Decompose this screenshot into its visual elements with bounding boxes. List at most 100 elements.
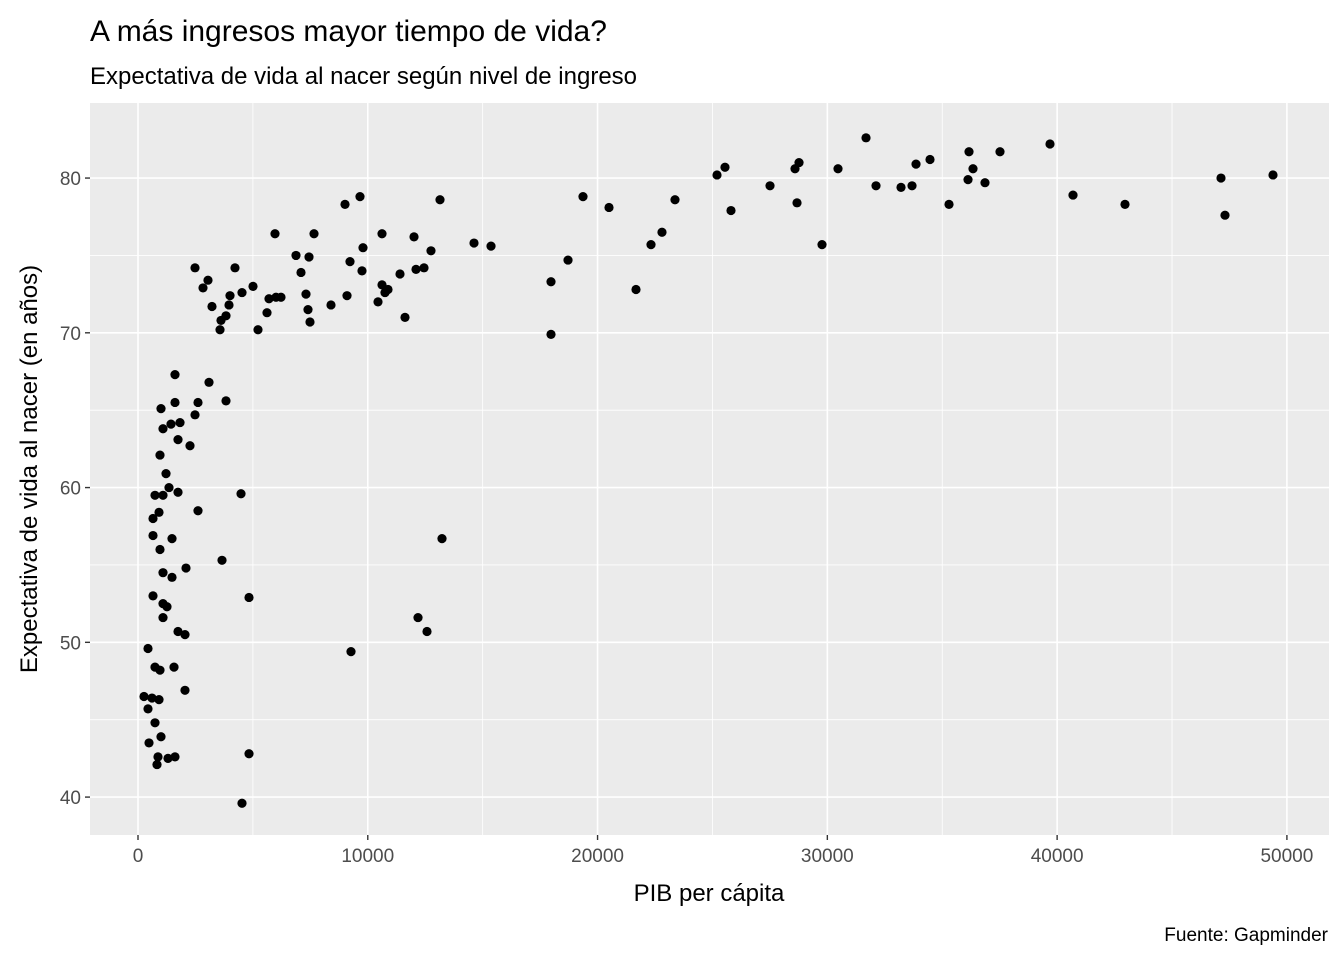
x-tick-label: 30000: [801, 846, 854, 867]
data-point: [925, 154, 935, 165]
data-point: [236, 489, 246, 499]
data-point: [158, 568, 168, 578]
y-tick-label: 40: [60, 788, 81, 809]
data-point: [144, 738, 154, 748]
data-point: [435, 195, 445, 205]
data-point: [907, 181, 917, 191]
data-point: [193, 397, 203, 408]
data-point: [143, 643, 153, 654]
data-point: [469, 238, 479, 248]
data-point: [158, 490, 168, 500]
data-point: [244, 592, 254, 603]
data-point: [296, 267, 306, 278]
data-point: [147, 693, 157, 703]
data-point: [175, 417, 185, 428]
x-tick-label: 50000: [1260, 846, 1313, 867]
data-point: [1068, 190, 1078, 200]
data-point: [154, 694, 164, 705]
data-point: [156, 732, 166, 742]
data-point: [995, 147, 1005, 157]
chart-title: A más ingresos mayor tiempo de vida?: [90, 15, 607, 48]
data-point: [380, 287, 390, 298]
data-point: [248, 281, 258, 291]
data-point: [204, 377, 214, 387]
data-point: [720, 162, 730, 172]
data-point: [173, 434, 183, 445]
data-point: [216, 315, 226, 326]
data-point: [305, 317, 315, 327]
data-point: [1268, 170, 1278, 180]
data-point: [896, 182, 906, 192]
data-point: [162, 602, 172, 612]
y-axis-label: Expectativa de vida al nacer (en años): [16, 265, 43, 673]
data-point: [158, 424, 168, 434]
data-point: [270, 229, 280, 239]
data-point: [357, 266, 367, 276]
data-point: [155, 665, 165, 675]
data-point: [173, 626, 183, 637]
data-point: [304, 252, 314, 262]
data-point: [291, 250, 301, 261]
data-point: [980, 178, 990, 188]
data-point: [437, 534, 447, 544]
data-point: [309, 229, 319, 239]
data-point: [166, 419, 176, 429]
data-point: [486, 241, 496, 251]
data-point: [646, 240, 656, 250]
data-point: [253, 325, 263, 335]
axes: 0 10000 20000 30000 40000 50000 40 50 60 70 80: [60, 169, 1313, 867]
data-point: [170, 752, 180, 762]
data-point: [173, 487, 183, 497]
data-point: [422, 626, 432, 637]
data-point: [968, 164, 978, 174]
data-point: [833, 164, 843, 174]
data-point: [712, 170, 722, 180]
data-point: [726, 205, 736, 216]
data-point: [237, 287, 247, 298]
data-point: [790, 164, 800, 174]
data-point: [237, 798, 247, 808]
data-point: [180, 629, 190, 640]
y-tick-label: 50: [60, 633, 81, 654]
data-point: [563, 255, 573, 265]
data-point: [340, 199, 350, 209]
data-point: [203, 275, 213, 285]
data-point: [1216, 173, 1226, 183]
data-point: [546, 329, 556, 339]
data-point: [871, 181, 881, 191]
data-point: [169, 662, 179, 672]
data-point: [373, 297, 383, 307]
data-point: [170, 369, 180, 380]
data-point: [358, 243, 368, 253]
data-point: [377, 229, 387, 239]
data-point: [190, 263, 200, 273]
data-point: [1120, 199, 1130, 209]
plot-panel: [90, 103, 1329, 835]
data-point: [158, 612, 168, 623]
chart-subtitle: Expectativa de vida al nacer según nivel…: [90, 63, 637, 90]
data-point: [167, 572, 177, 582]
x-axis-label: PIB per cápita: [634, 880, 785, 907]
data-point: [355, 192, 365, 202]
data-point: [180, 685, 190, 695]
data-point: [419, 263, 429, 273]
data-point: [139, 691, 149, 702]
data-point: [963, 175, 973, 185]
data-point: [631, 284, 641, 295]
x-tick-label: 40000: [1031, 846, 1084, 867]
data-point: [765, 181, 775, 191]
data-point: [150, 490, 160, 500]
data-point: [244, 749, 254, 759]
x-tick-label: 10000: [341, 846, 394, 867]
data-point: [301, 289, 311, 299]
data-point: [276, 292, 286, 302]
data-point: [185, 441, 195, 451]
data-point: [657, 227, 667, 237]
data-point: [170, 397, 180, 408]
data-point: [911, 159, 921, 169]
data-point: [861, 133, 871, 143]
data-point: [155, 544, 165, 555]
data-point: [207, 301, 217, 312]
x-tick-label: 20000: [571, 846, 624, 867]
